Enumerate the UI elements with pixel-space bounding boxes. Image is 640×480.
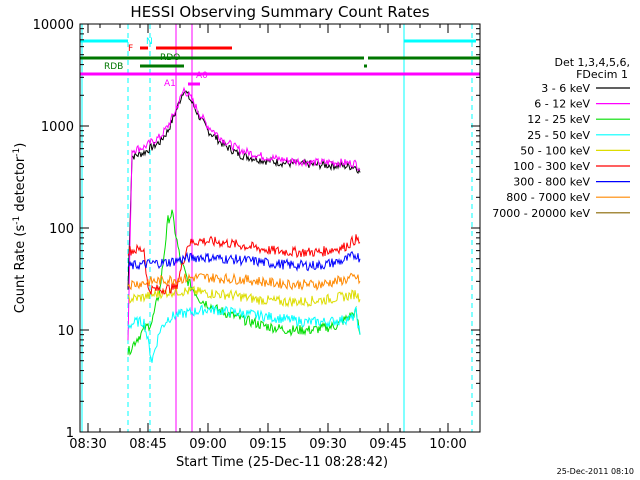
legend-entry-label-1: 6 - 12 keV [534, 98, 590, 111]
y-tick-label-0: 1 [66, 426, 74, 441]
flag-label-rdb: RDB [104, 62, 123, 72]
y-tick-label-3: 1000 [41, 120, 74, 135]
legend-entry-label-0: 3 - 6 keV [541, 82, 590, 95]
legend-entry-label-5: 100 - 300 keV [513, 160, 590, 173]
flag-label-a1: A1 [164, 79, 176, 89]
x-tick-label-0: 08:30 [69, 437, 106, 452]
footer-timestamp: 25-Dec-2011 08:10 [557, 467, 634, 476]
series-line-0 [127, 90, 361, 290]
legend-header-line1: Det 1,3,4,5,6, [554, 56, 630, 69]
series-line-5 [127, 234, 361, 295]
series-line-6 [127, 250, 361, 272]
plot-frame [79, 23, 481, 433]
chart-title: HESSI Observing Summary Count Rates [130, 3, 429, 21]
flag-label-rdo: RDO [160, 53, 180, 63]
legend: Det 1,3,4,5,6, FDecim 1 3 - 6 keV 6 - 12 … [492, 56, 630, 220]
legend-entry-label-3: 25 - 50 keV [527, 129, 590, 142]
x-tick-label-6: 10:00 [429, 437, 466, 452]
x-tick-label-2: 09:00 [189, 437, 226, 452]
x-tick-label-3: 09:15 [249, 437, 286, 452]
legend-entry-label-7: 800 - 7000 keV [506, 191, 590, 204]
legend-entry-label-2: 12 - 25 keV [527, 113, 590, 126]
flag-label-n: N [146, 37, 153, 47]
x-tick-label-5: 09:45 [369, 437, 406, 452]
y-tick-label-1: 10 [57, 324, 74, 339]
plot-area: N F RDO RDB A0 A1 1 10 100 1000 10000 08:30 08:45 09:… [33, 18, 481, 452]
series-line-3 [127, 304, 361, 363]
series-line-1 [127, 86, 361, 341]
y-tick-label-2: 100 [49, 222, 74, 237]
flag-label-a0: A0 [196, 71, 208, 81]
series-line-7 [127, 272, 361, 292]
legend-entry-label-4: 50 - 100 keV [520, 144, 590, 157]
legend-entry-label-8: 7000 - 20000 keV [492, 207, 590, 220]
legend-header-line2: FDecim 1 [576, 68, 628, 81]
flag-label-f: F [128, 44, 133, 54]
x-axis-label: Start Time (25-Dec-11 08:28:42) [176, 455, 388, 470]
x-tick-label-1: 08:45 [129, 437, 166, 452]
series-line-4 [127, 285, 361, 308]
y-tick-label-4: 10000 [33, 18, 74, 33]
y-axis-label: Count Rate (s-1 detector-1) [12, 143, 28, 314]
legend-entry-label-6: 300 - 800 keV [513, 176, 590, 189]
x-tick-label-4: 09:30 [309, 437, 346, 452]
